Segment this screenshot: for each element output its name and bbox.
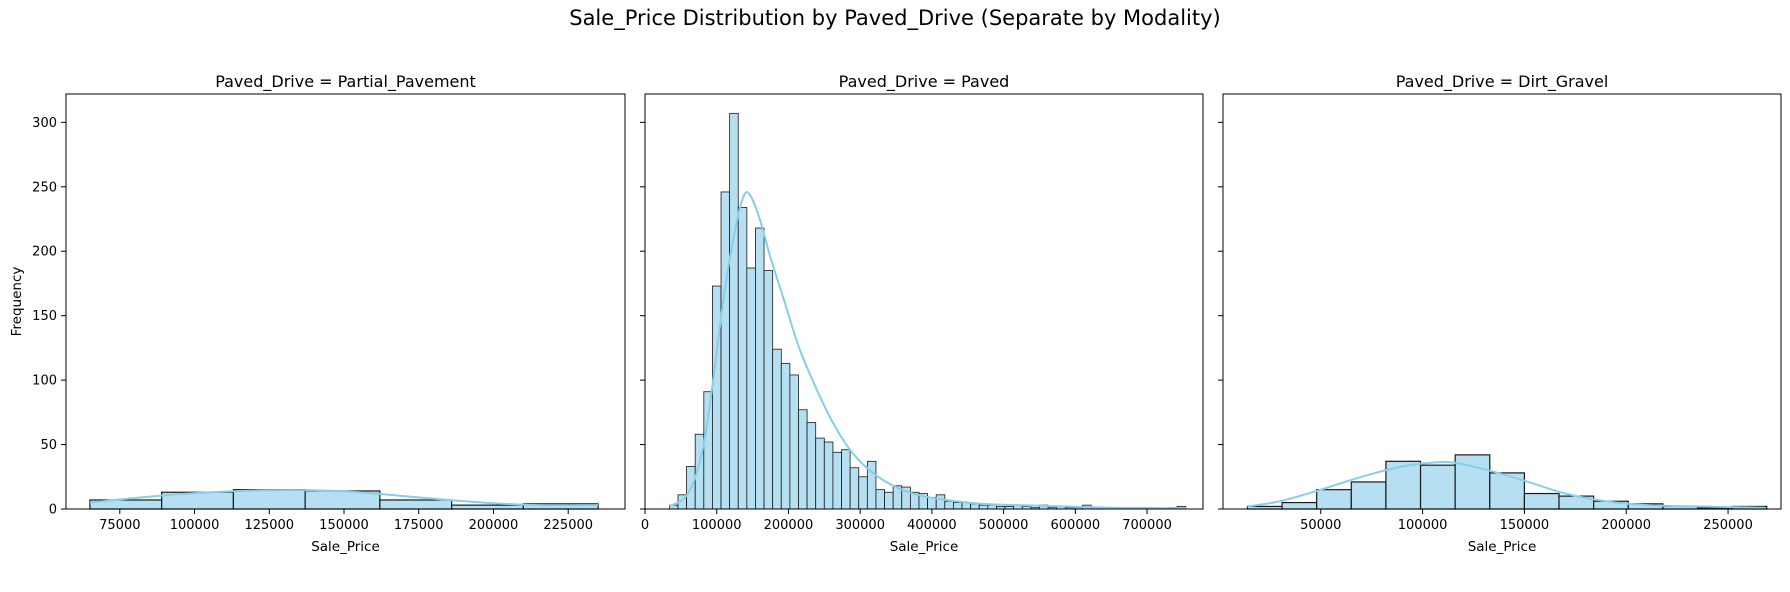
histogram-bar bbox=[970, 503, 980, 510]
histogram-bar bbox=[978, 504, 989, 510]
x-tick-label: 400000 bbox=[907, 518, 957, 533]
histogram-bar bbox=[1523, 492, 1560, 510]
x-tick-label: 225000 bbox=[543, 518, 593, 533]
histogram-bar bbox=[772, 348, 782, 510]
x-axis-label: Sale_Price bbox=[1468, 539, 1537, 555]
x-tick-label: 150000 bbox=[1500, 518, 1550, 533]
histogram-bar bbox=[1281, 501, 1318, 510]
x-tick-label: 600000 bbox=[1051, 518, 1101, 533]
histogram-bar bbox=[1316, 489, 1352, 510]
y-tick-label: 300 bbox=[32, 116, 57, 131]
axes-frame bbox=[644, 93, 1204, 510]
histogram-bar bbox=[841, 449, 851, 510]
x-tick-label: 100000 bbox=[692, 518, 742, 533]
subplot-1: Paved_Drive = Partial_Pavement 75000 10000… bbox=[9, 72, 626, 555]
histogram-bar bbox=[712, 285, 722, 510]
subplot-title: Paved_Drive = Paved bbox=[839, 72, 1010, 92]
histogram-bar bbox=[798, 409, 808, 510]
histogram-bar bbox=[1350, 481, 1387, 510]
subplot-title: Paved_Drive = Partial_Pavement bbox=[215, 72, 476, 92]
histogram-bar bbox=[703, 391, 713, 510]
histogram-bar bbox=[884, 491, 894, 510]
histogram-bar bbox=[729, 112, 739, 510]
histogram-bar bbox=[806, 422, 817, 510]
y-tick-label: 150 bbox=[32, 309, 57, 324]
x-tick-label: 50000 bbox=[1300, 518, 1341, 533]
histogram-bar bbox=[720, 191, 731, 510]
histogram-bar bbox=[780, 362, 791, 510]
x-tick-label: 100000 bbox=[170, 518, 220, 533]
x-tick-label: 125000 bbox=[244, 518, 294, 533]
y-tick-label: 100 bbox=[32, 374, 57, 389]
x-tick-label: 250000 bbox=[1703, 518, 1753, 533]
histogram-bar bbox=[737, 207, 748, 510]
x-tick-label: 200000 bbox=[764, 518, 814, 533]
kde-line bbox=[668, 191, 1187, 510]
histogram-bar bbox=[451, 504, 524, 510]
x-tick-label: 150000 bbox=[319, 518, 369, 533]
y-tick-label: 0 bbox=[49, 503, 57, 518]
x-tick-label: 200000 bbox=[1601, 518, 1651, 533]
histogram-bar bbox=[832, 451, 842, 510]
x-tick-label: 200000 bbox=[469, 518, 519, 533]
histogram-bar bbox=[755, 227, 765, 510]
histogram-bar bbox=[849, 467, 860, 510]
x-tick-label: 500000 bbox=[979, 518, 1029, 533]
histogram-bar bbox=[858, 476, 868, 510]
histogram-bar bbox=[1419, 464, 1456, 510]
x-axis-label: Sale_Price bbox=[311, 539, 380, 555]
x-tick-label: 0 bbox=[641, 518, 649, 533]
x-tick-label: 100000 bbox=[1398, 518, 1448, 533]
histogram-bar bbox=[746, 267, 756, 510]
subplot-3: Paved_Drive = Dirt_Gravel 50000 100000 1500… bbox=[1218, 72, 1782, 555]
figure-title: Sale_Price Distribution by Paved_Drive (… bbox=[569, 6, 1221, 30]
kde-line bbox=[89, 489, 599, 507]
histogram-bar bbox=[232, 489, 306, 510]
histogram-bar bbox=[763, 270, 774, 510]
subplot-title: Paved_Drive = Dirt_Gravel bbox=[1396, 72, 1609, 92]
histogram-bar bbox=[789, 374, 799, 510]
y-tick-label: 200 bbox=[32, 245, 57, 260]
histogram-bar bbox=[875, 489, 885, 510]
histogram-bar bbox=[935, 494, 946, 510]
x-tick-label: 300000 bbox=[835, 518, 885, 533]
histogram-bar bbox=[953, 502, 963, 510]
y-axis-label: Frequency bbox=[9, 267, 25, 337]
x-tick-label: 75000 bbox=[99, 518, 140, 533]
y-tick-label: 50 bbox=[40, 438, 57, 453]
axes-frame bbox=[1222, 93, 1782, 510]
x-axis-label: Sale_Price bbox=[890, 539, 959, 555]
axes-frame bbox=[65, 93, 626, 510]
histogram-bar bbox=[944, 500, 954, 510]
x-tick-label: 175000 bbox=[394, 518, 444, 533]
x-tick-label: 700000 bbox=[1122, 518, 1172, 533]
histogram-bar bbox=[823, 441, 834, 510]
histogram-bar bbox=[987, 504, 997, 510]
y-tick-label: 250 bbox=[32, 180, 57, 195]
histogram-bar bbox=[815, 437, 825, 510]
subplot-2: Paved_Drive = Paved 0 100000 200000 300000 40… bbox=[640, 72, 1204, 555]
kde-line bbox=[1247, 460, 1765, 509]
histogram-bar bbox=[379, 499, 453, 510]
